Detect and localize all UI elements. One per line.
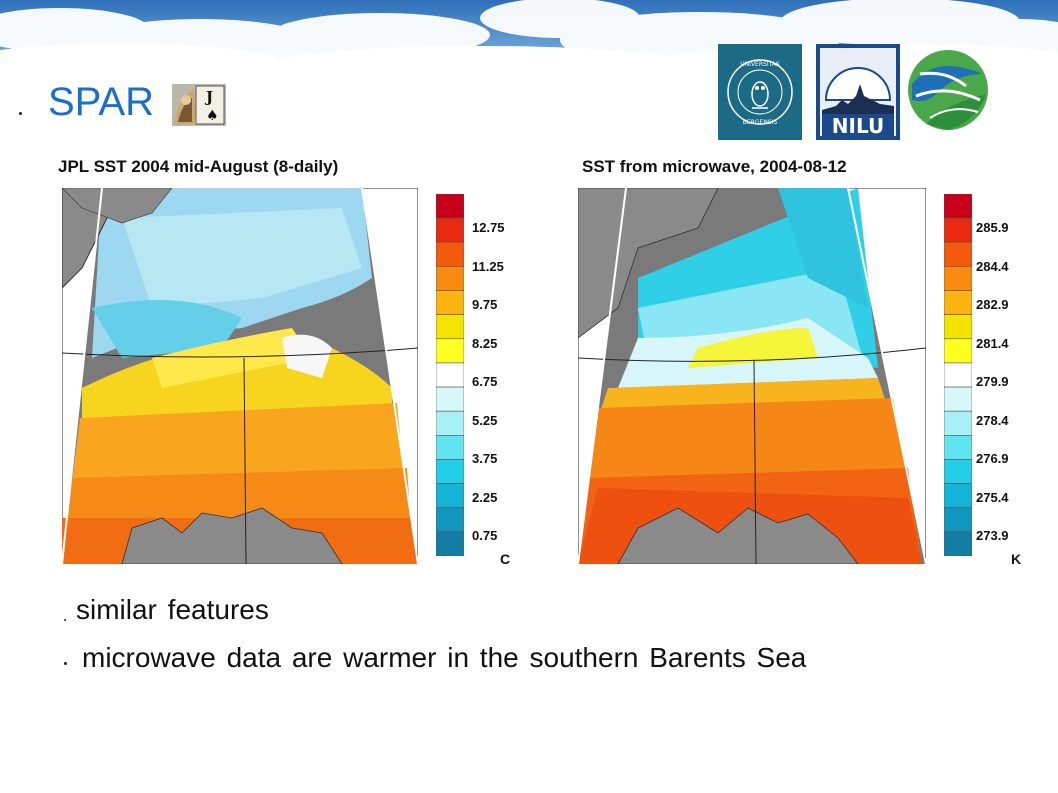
right-colorbar-tick-label: 273.9	[976, 528, 1009, 543]
right-colorbar-swatch	[943, 507, 973, 533]
left-colorbar-swatch	[435, 241, 465, 267]
right-colorbar	[943, 193, 973, 561]
right-colorbar-swatch	[943, 410, 973, 436]
right-colorbar-swatch	[943, 193, 973, 219]
left-colorbar-swatch	[435, 193, 465, 219]
globe-logo	[908, 50, 988, 130]
left-colorbar-tick-label: 9.75	[472, 297, 498, 312]
left-colorbar-swatch	[435, 483, 465, 509]
right-colorbar-unit: K	[1011, 551, 1022, 567]
left-colorbar-swatch	[435, 362, 465, 388]
svg-text:BERGENSIS: BERGENSIS	[743, 119, 778, 126]
left-colorbar-swatch	[435, 459, 465, 484]
right-colorbar-swatches	[943, 193, 973, 557]
right-colorbar-tick-label: 281.4	[976, 335, 1009, 351]
left-colorbar-swatch	[435, 266, 465, 291]
left-colorbar-tick-label: 11.25	[472, 258, 504, 274]
left-colorbar-swatch	[435, 386, 465, 412]
right-colorbar-tick-label: 278.4	[976, 412, 1009, 428]
right-colorbar-tick-label: 285.9	[976, 220, 1009, 235]
left-colorbar-swatch	[435, 338, 465, 364]
right-colorbar-swatch	[943, 314, 973, 340]
bullet-dot-1	[64, 619, 66, 621]
left-colorbar-tick-label: 5.25	[472, 412, 498, 428]
left-colorbar	[435, 193, 465, 561]
right-colorbar-swatch	[943, 217, 973, 243]
right-colorbar-swatch	[943, 241, 973, 267]
left-colorbar-unit: C	[500, 551, 511, 567]
left-colorbar-swatch	[435, 217, 465, 243]
bullet-dot-2	[64, 662, 67, 665]
right-colorbar-tick-label: 275.4	[976, 489, 1009, 505]
left-colorbar-swatch	[435, 435, 465, 460]
right-colorbar-swatch	[943, 386, 973, 412]
left-colorbar-tick-label: 8.25	[472, 335, 498, 351]
right-colorbar-swatch	[943, 290, 973, 315]
bullet-text-2: microwave data are warmer in the souther…	[82, 642, 807, 673]
right-colorbar-swatch	[943, 531, 973, 557]
left-colorbar-tick-label: 2.25	[472, 489, 498, 505]
right-colorbar-swatch	[943, 338, 973, 364]
left-plot-title: JPL SST 2004 mid-August (8-daily)	[58, 157, 339, 176]
right-colorbar-swatch	[943, 266, 973, 291]
left-colorbar-tick-label: 3.75	[472, 451, 498, 466]
svg-text:UNIVERSITAS: UNIVERSITAS	[740, 61, 780, 68]
left-colorbar-tick-label: 6.75	[472, 374, 498, 389]
left-colorbar-tick-label: 0.75	[472, 528, 498, 543]
right-colorbar-swatch	[943, 435, 973, 460]
title-bullet	[19, 112, 22, 115]
left-colorbar-swatch	[435, 531, 465, 557]
svg-text:♠: ♠	[206, 108, 219, 124]
playing-card-icon: J ♠	[172, 84, 226, 126]
bullet-text-1: similar features	[76, 594, 269, 625]
right-colorbar-tick-label: 276.9	[976, 451, 1009, 466]
left-sst-map	[62, 188, 418, 564]
right-colorbar-tick-label: 282.9	[976, 297, 1009, 312]
nilu-logo: NILU	[816, 44, 900, 140]
right-colorbar-swatch	[943, 483, 973, 509]
right-colorbar-tick-label: 284.4	[976, 258, 1009, 274]
left-colorbar-tick-label: 12.75	[472, 220, 505, 235]
left-colorbar-swatch	[435, 314, 465, 340]
right-plot-title: SST from microwave, 2004-08-12	[582, 157, 847, 176]
right-colorbar-tick-label: 279.9	[976, 374, 1009, 389]
left-colorbar-swatches	[435, 193, 465, 557]
right-sst-map	[578, 188, 926, 564]
left-colorbar-swatch	[435, 290, 465, 315]
left-colorbar-swatch	[435, 410, 465, 436]
right-colorbar-swatch	[943, 459, 973, 484]
right-colorbar-swatch	[943, 362, 973, 388]
slide-title: SPAR	[48, 80, 154, 124]
svg-text:NILU: NILU	[832, 114, 884, 138]
left-colorbar-swatch	[435, 507, 465, 533]
university-of-bergen-logo: UNIVERSITAS BERGENSIS	[718, 44, 802, 140]
svg-text:J: J	[204, 88, 213, 106]
